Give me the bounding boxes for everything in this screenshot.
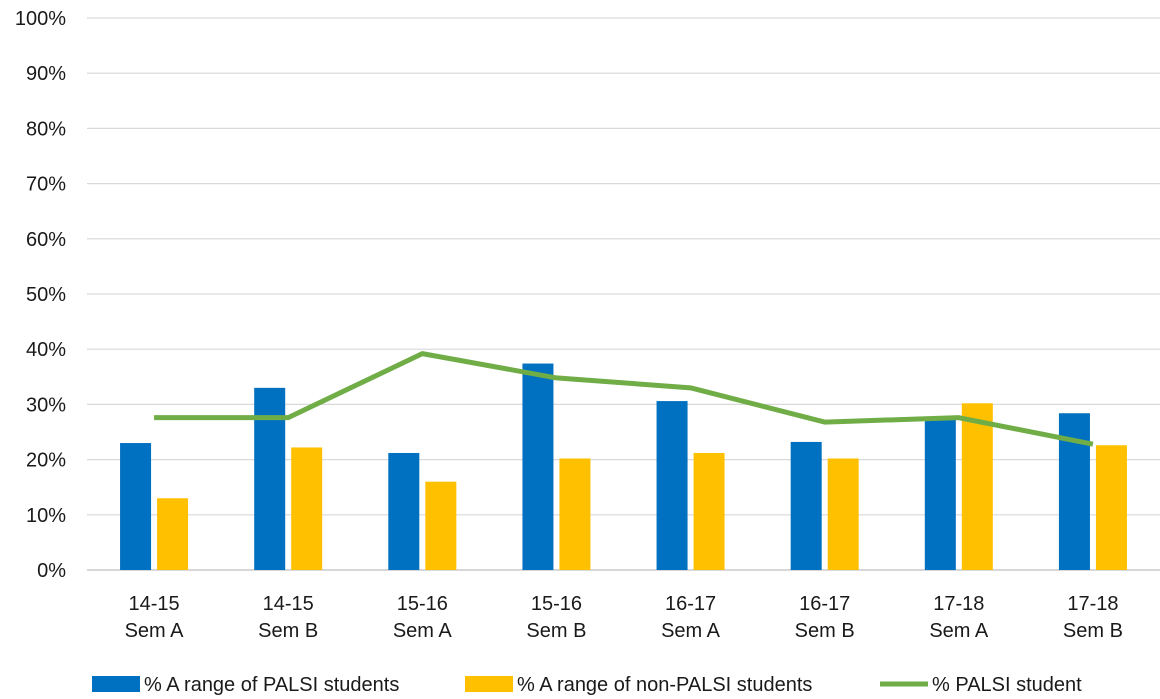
bar-palsi [120,443,152,570]
x-category-label: 15-16 Sem B [526,593,586,642]
y-tick-label: 40% [26,339,66,361]
legend-item: % A range of non-PALSI students [465,674,812,696]
legend: % A range of PALSI students % A range of … [92,674,1082,696]
x-category-label: 14-15 Sem A [125,593,185,642]
legend-swatch [465,676,513,692]
bar-non-palsi [961,403,993,570]
bar-non-palsi [693,452,725,570]
bar-palsi [924,419,956,570]
bar-non-palsi [559,458,591,570]
y-axis-ticks: 0% 10% 20% 30% 40% 50% 60% 70% 80% 90% 100% [15,8,66,582]
x-category-label: 16-17 Sem B [795,593,855,642]
legend-swatch [92,676,140,692]
y-tick-label: 50% [26,284,66,306]
legend-item: % PALSI student [880,674,1082,696]
x-category-label: 15-16 Sem A [393,593,453,642]
bar-non-palsi [291,447,323,570]
legend-label: % A range of non-PALSI students [517,674,812,696]
bar-non-palsi [827,458,859,570]
gridlines [87,17,1160,571]
bar-palsi [790,441,822,570]
bar-non-palsi [425,481,457,570]
bars [120,363,1127,570]
y-tick-label: 60% [26,229,66,251]
bar-non-palsi [1095,445,1127,570]
bar-non-palsi [157,498,189,570]
x-category-label: 17-18 Sem B [1063,593,1123,642]
x-category-label: 14-15 Sem B [258,593,318,642]
x-category-label: 16-17 Sem A [661,593,721,642]
y-tick-label: 20% [26,450,66,472]
y-tick-label: 0% [37,560,66,582]
legend-item: % A range of PALSI students [92,674,399,696]
legend-label: % PALSI student [932,674,1082,696]
y-tick-label: 30% [26,394,66,416]
y-tick-label: 70% [26,174,66,196]
line-palsi-student [154,351,1094,447]
x-category-label: 17-18 Sem A [929,593,989,642]
x-axis-labels: 14-15 Sem A 14-15 Sem B 15-16 Sem A 15-16 Sem B… [125,593,1123,642]
line-series-layer [154,351,1094,447]
y-tick-label: 80% [26,118,66,140]
bar-palsi [522,363,554,570]
y-tick-label: 100% [15,8,66,30]
bar-palsi [656,401,688,570]
y-tick-label: 90% [26,63,66,85]
legend-label: % A range of PALSI students [144,674,399,696]
bar-palsi [388,452,420,570]
y-tick-label: 10% [26,505,66,527]
